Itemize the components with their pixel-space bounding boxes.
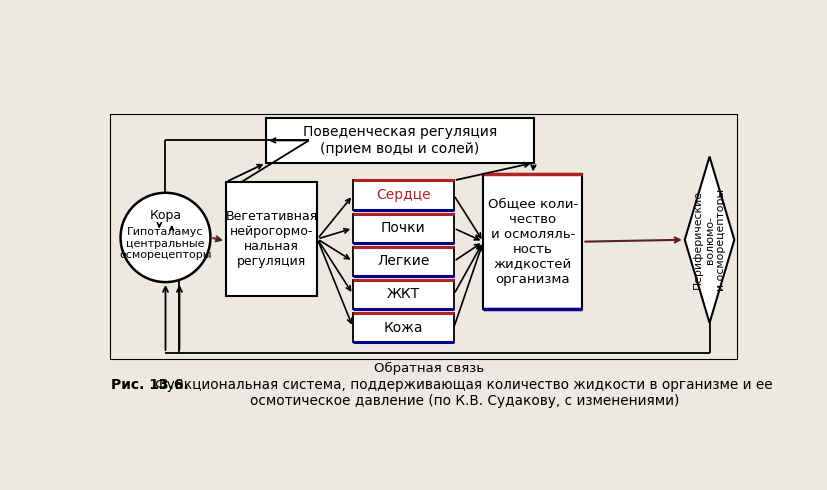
Text: Функциональная система, поддерживающая количество жидкости в организме и ее
осмо: Функциональная система, поддерживающая к… xyxy=(155,378,772,408)
FancyBboxPatch shape xyxy=(352,180,453,210)
Text: Обратная связь: Обратная связь xyxy=(374,362,484,375)
Text: Сердце: Сердце xyxy=(375,188,430,202)
Text: Кора: Кора xyxy=(149,209,181,222)
Text: Рис. 13.6.: Рис. 13.6. xyxy=(111,378,189,392)
FancyBboxPatch shape xyxy=(226,182,317,296)
Text: Поведенческая регуляция
(прием воды и солей): Поведенческая регуляция (прием воды и со… xyxy=(303,125,496,155)
Text: Кожа: Кожа xyxy=(383,320,423,335)
FancyBboxPatch shape xyxy=(266,118,533,163)
Text: Гипоталамус
центральные
осморецепторы: Гипоталамус центральные осморецепторы xyxy=(119,227,212,260)
Text: Периферические
волюмо-
и осморецепторы: Периферические волюмо- и осморецепторы xyxy=(692,189,725,291)
Text: Вегетативная
нейрогормо-
нальная
регуляция: Вегетативная нейрогормо- нальная регуляц… xyxy=(225,210,318,268)
Text: ЖКТ: ЖКТ xyxy=(386,288,419,301)
Circle shape xyxy=(121,193,210,282)
FancyBboxPatch shape xyxy=(352,313,453,342)
Text: Легкие: Легкие xyxy=(377,254,429,269)
Polygon shape xyxy=(684,157,734,323)
FancyBboxPatch shape xyxy=(352,246,453,276)
FancyBboxPatch shape xyxy=(483,174,581,309)
FancyBboxPatch shape xyxy=(352,214,453,243)
Text: Почки: Почки xyxy=(380,221,425,235)
FancyBboxPatch shape xyxy=(352,280,453,309)
Text: Общее коли-
чество
и осмоляль-
ность
жидкостей
организма: Общее коли- чество и осмоляль- ность жид… xyxy=(487,197,577,286)
